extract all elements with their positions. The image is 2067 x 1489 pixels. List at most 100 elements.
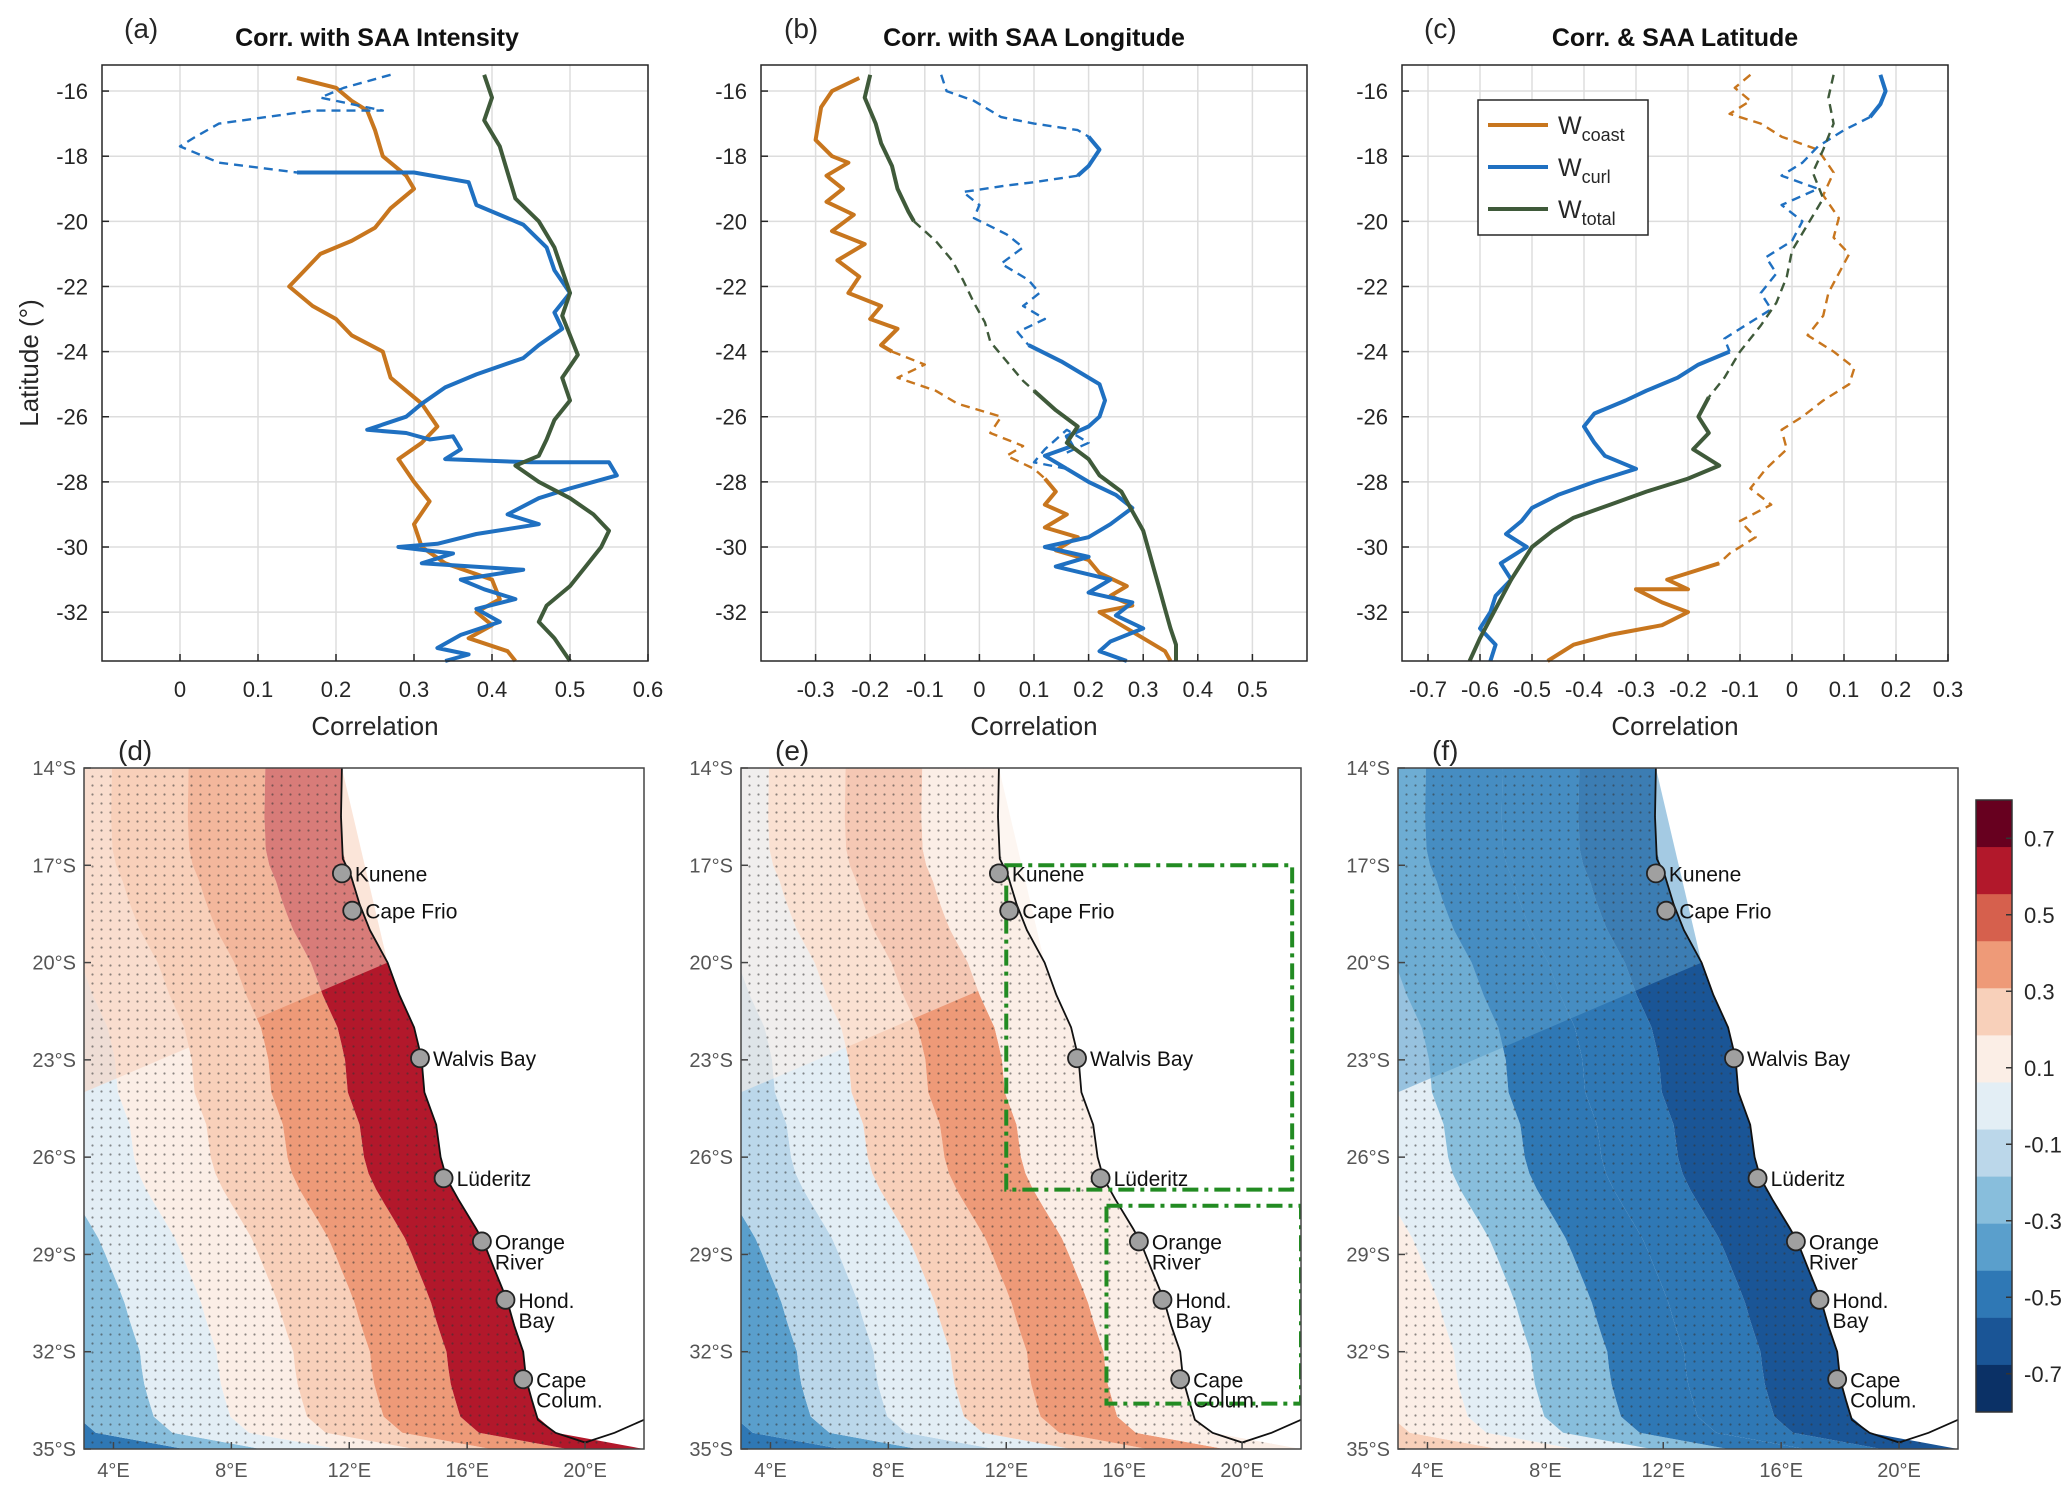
series-line-w-total [862,74,916,223]
x-axis-label: Correlation [311,711,438,741]
series-line-w-total [1707,74,1835,398]
y-tick-label: -28 [56,470,88,495]
y-tick-label: -26 [1356,405,1388,430]
series-line-w-coast [813,76,900,354]
y-tick-label: -20 [56,209,88,234]
x-tick-label: -0.3 [797,677,835,702]
legend-entry-base: W [1558,196,1582,224]
x-tick-label: 0.1 [243,677,274,702]
site-label-line2: River [495,1251,544,1274]
colorbar-tick-label: -0.1 [2024,1132,2062,1157]
series-line-w-curl [1478,349,1731,662]
panel-label: (a) [124,13,158,44]
lat-tick-label: 29°S [689,1244,733,1266]
site-marker [1152,1289,1173,1310]
lat-tick-label: 17°S [1346,855,1390,877]
site-label: Orange [1809,1231,1879,1254]
colorbar-tick-label: -0.3 [2024,1209,2062,1234]
site-label: Hond. [1175,1290,1231,1313]
lon-tick-label: 4°E [97,1460,129,1482]
colorbar-frame [1975,799,2013,1413]
site-marker [1724,1048,1744,1069]
site-marker [1645,863,1666,884]
site-marker [471,1231,492,1252]
lat-tick-label: 29°S [1346,1244,1390,1266]
x-tick-label: 0.2 [1073,677,1104,702]
y-tick-label: -16 [715,79,747,104]
site-marker [1090,1168,1111,1189]
lon-tick-label: 20°E [563,1460,607,1482]
lat-tick-label: 23°S [689,1050,733,1072]
x-tick-label: 0 [973,677,985,702]
lon-tick-label: 16°E [1102,1460,1146,1482]
lon-tick-label: 4°E [754,1460,786,1482]
lat-tick-label: 17°S [32,855,76,877]
site-label: Cape [1850,1369,1900,1392]
y-tick-label: -22 [715,274,747,299]
series-line-w-coast [1042,477,1173,662]
series-line-w-curl [1027,343,1107,471]
coastline [1654,768,1958,1444]
panel-label: (c) [1424,13,1457,44]
site-label-line2: Bay [1832,1310,1869,1333]
x-axis-label: Correlation [1611,711,1738,741]
lat-tick-label: 26°S [1346,1147,1390,1169]
site-marker [1785,1231,1806,1252]
lon-tick-label: 16°E [1759,1460,1803,1482]
legend-box [1477,99,1649,236]
axes-frame [101,64,649,662]
site-label: Hond. [518,1290,574,1313]
chart-title: Corr. with SAA Longitude [883,24,1185,52]
lon-tick-label: 12°E [327,1460,371,1482]
x-tick-label: -0.6 [1461,677,1499,702]
lat-tick-label: 29°S [32,1244,76,1266]
y-tick-label: -18 [1356,144,1388,169]
y-tick-label: -26 [715,405,747,430]
y-tick-label: -28 [1356,470,1388,495]
site-label: Cape Frio [1022,901,1114,924]
series-line-w-curl [961,174,1078,346]
y-tick-label: -24 [1356,340,1388,365]
lon-tick-label: 8°E [1529,1460,1561,1482]
panel-label: (f) [1432,735,1458,766]
y-tick-label: -20 [715,209,747,234]
series-line-w-total [482,74,611,663]
plot-area [102,65,648,661]
x-tick-label: 0.3 [399,677,430,702]
correlation-field: Kunene Cape Frio Walvis Bay Lüderitz OrangeR… [1398,768,1958,1449]
legend-entry: Wtotal [1558,196,1616,229]
site-marker [342,900,363,921]
colorbar-segment [1976,847,2012,895]
colorbar-tick-label: 0.3 [2024,979,2055,1004]
lat-tick-label: 23°S [32,1050,76,1072]
legend-entry-sub: coast [1582,125,1625,145]
site-label: Lüderitz [457,1168,532,1191]
colorbar-segment [1976,1035,2012,1083]
panel-label: (b) [784,13,818,44]
lon-tick-label: 12°E [984,1460,1028,1482]
colorbar-segment [1976,1317,2012,1366]
y-tick-label: -30 [715,535,747,560]
site-marker [495,1289,516,1310]
legend-entry-sub: total [1582,209,1616,229]
line-panel-a: 0 0.1 0.2 0.3 0.4 0.5 0.6 -16 -18 -20 -22 -24 -26 -28… [14,13,663,741]
colorbar-segment [1976,894,2012,942]
site-label: Orange [495,1231,565,1254]
x-tick-label: 0.6 [633,677,664,702]
lat-tick-label: 32°S [32,1342,76,1364]
site-label: Lüderitz [1114,1168,1189,1191]
colorbar: 0.7 0.5 0.3 0.1 -0.1 -0.3 -0.5 -0.7 [1975,799,2062,1413]
x-tick-label: -0.7 [1409,677,1447,702]
y-tick-label: -30 [1356,535,1388,560]
lon-tick-label: 8°E [215,1460,247,1482]
site-label-line2: River [1809,1251,1858,1274]
lon-tick-label: 16°E [445,1460,489,1482]
x-tick-label: -0.3 [1617,677,1655,702]
x-tick-label: 0.2 [1881,677,1912,702]
site-marker [1656,900,1677,921]
lat-tick-label: 20°S [689,953,733,975]
y-tick-label: -30 [56,535,88,560]
region-box [1004,863,1295,1192]
series-line-w-curl [178,73,391,174]
colorbar-tick-label: 0.5 [2024,903,2055,928]
